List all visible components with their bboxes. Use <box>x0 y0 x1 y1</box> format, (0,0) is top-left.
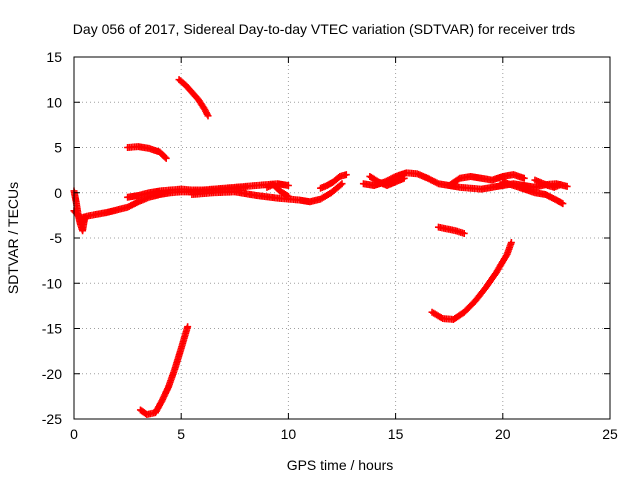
x-tick-label: 20 <box>495 426 511 442</box>
y-tick-label: 0 <box>54 185 62 201</box>
data-point <box>81 214 89 222</box>
x-tick-label: 10 <box>281 426 297 442</box>
data-point <box>161 153 169 161</box>
data-point <box>563 182 571 190</box>
data-point <box>507 239 515 247</box>
series-arc-bottom-rise <box>136 323 192 418</box>
data-point <box>337 181 345 189</box>
data-point <box>460 229 468 237</box>
data-point <box>520 174 528 182</box>
data-point <box>437 314 445 322</box>
data-point <box>338 180 346 188</box>
chart-title: Day 056 of 2017, Sidereal Day-to-day VTE… <box>73 21 575 37</box>
x-tick-label: 0 <box>70 426 78 442</box>
series-track-evening-branches <box>445 171 528 190</box>
y-tick-label: 10 <box>46 94 62 110</box>
y-tick-label: -10 <box>42 275 62 291</box>
data-point <box>162 154 170 162</box>
series-track-evening-upper <box>531 176 565 191</box>
y-tick-label: -20 <box>42 366 62 382</box>
series-arc-top <box>175 76 212 120</box>
x-tick-label: 5 <box>177 426 185 442</box>
data-point <box>204 112 212 120</box>
data-point <box>284 182 292 190</box>
data-point <box>342 171 350 179</box>
series-track-bump-9 <box>263 181 292 200</box>
axis-ticks <box>73 56 611 420</box>
series-track-evening-lower <box>499 178 567 208</box>
y-axis-title: SDTVAR / TECUs <box>5 182 21 294</box>
data-point <box>559 200 567 208</box>
data-point <box>284 192 292 200</box>
x-tick-label: 15 <box>388 426 404 442</box>
grid-lines <box>74 57 610 419</box>
x-tick-labels: 0 5 10 15 20 25 <box>70 426 618 442</box>
data-point <box>283 191 291 199</box>
y-tick-label: 15 <box>46 49 62 65</box>
series-arc-minus-four <box>434 223 468 237</box>
y-tick-label: -25 <box>42 411 62 427</box>
data-point <box>557 181 565 189</box>
y-tick-labels: -25 -20 -15 -10 -5 0 5 10 15 <box>42 49 62 427</box>
data-point <box>184 323 192 331</box>
data-points <box>70 76 571 418</box>
series-arc-five <box>124 143 170 162</box>
y-tick-label: 5 <box>54 140 62 156</box>
x-tick-label: 25 <box>602 426 618 442</box>
series-track-afternoon-upper <box>366 172 408 190</box>
y-tick-label: -15 <box>42 321 62 337</box>
data-point <box>502 252 510 260</box>
x-axis-title: GPS time / hours <box>287 457 394 473</box>
y-tick-label: -5 <box>50 230 63 246</box>
series-track-late-morning <box>317 171 350 192</box>
data-point <box>400 174 408 182</box>
series-arc-right-rise <box>428 239 515 323</box>
